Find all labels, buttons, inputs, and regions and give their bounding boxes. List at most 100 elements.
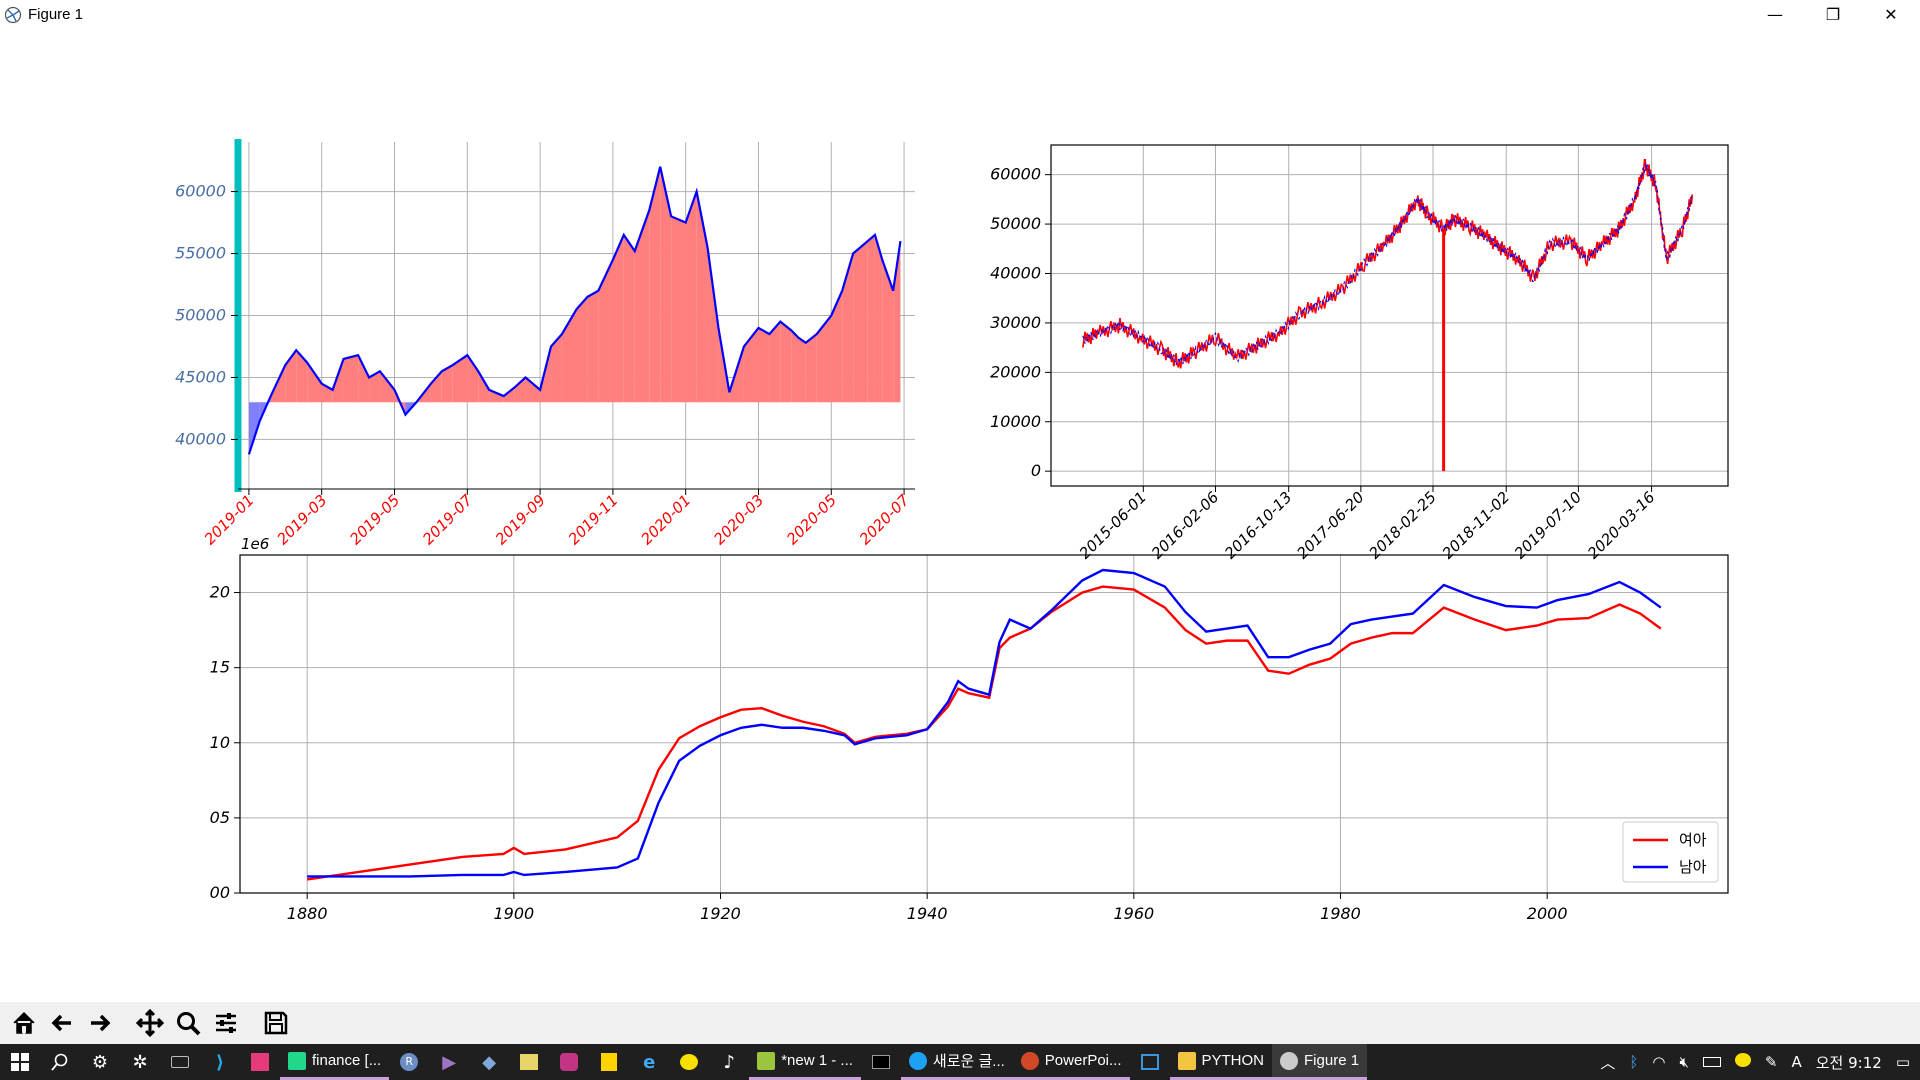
x-tick-label: 2020-05 xyxy=(783,491,840,548)
area-fill-segment xyxy=(798,337,806,403)
area-fill-segment xyxy=(587,290,599,403)
area-fill-segment xyxy=(503,387,515,403)
sticky-notes-icon[interactable] xyxy=(589,1044,629,1080)
area-fill-segment xyxy=(758,327,770,403)
area-fill-segment xyxy=(369,371,380,403)
pen-icon[interactable]: ✎ xyxy=(1764,1053,1778,1071)
y-offset-label: 1e6 xyxy=(241,535,269,553)
taskbar-app-twitter[interactable]: 새로운 글... xyxy=(900,1044,1013,1080)
close-button[interactable]: ✕ xyxy=(1884,5,1898,24)
chart-3-line: 00 05 10 15 20 1880 1900 1920 1940 1960 1980 2000 1e… xyxy=(210,535,1729,923)
window-controls: — ❐ ✕ xyxy=(1746,0,1920,29)
home-icon[interactable] xyxy=(6,1005,42,1041)
windows-start-icon[interactable] xyxy=(0,1044,40,1080)
x-tick-label: 2000 xyxy=(1527,904,1568,923)
chart-2-frame xyxy=(1050,144,1729,487)
clock[interactable]: 오전 9:12 xyxy=(1815,1053,1882,1072)
minimize-button[interactable]: — xyxy=(1767,5,1783,24)
bluetooth-icon[interactable]: ᛒ xyxy=(1629,1053,1639,1071)
area-fill-segment xyxy=(248,402,260,455)
price-line xyxy=(247,166,902,455)
configure-subplots-icon[interactable] xyxy=(208,1005,244,1041)
y-tick-label: 30000 xyxy=(990,313,1041,332)
area-fill-segment xyxy=(598,259,613,403)
taskbar-app-label: Figure 1 xyxy=(1304,1052,1360,1069)
x-tick-label: 2019-05 xyxy=(346,491,403,548)
area-fill-segment xyxy=(430,371,442,403)
taskbar-app-python-folder[interactable]: PYTHON xyxy=(1169,1044,1273,1080)
area-fill-segment xyxy=(707,247,719,403)
x-tick-label: 2019-07 xyxy=(419,491,476,548)
y-tick-label: 10 xyxy=(210,733,230,752)
area-fill-segment xyxy=(285,350,297,403)
notification-icon[interactable]: ▭ xyxy=(1895,1053,1910,1071)
area-fill-segment xyxy=(685,191,697,403)
x-tick-label: 1900 xyxy=(493,904,534,923)
area-fill-segment xyxy=(791,330,799,403)
taskbar-app-label: PYTHON xyxy=(1201,1052,1265,1069)
wifi-icon[interactable]: ◠ xyxy=(1652,1053,1666,1071)
x-tick-label: 2018-11-02 xyxy=(1439,488,1513,562)
x-tick-label: 1960 xyxy=(1113,904,1154,923)
folder-icon xyxy=(1177,1051,1196,1070)
taskbar-app-finance[interactable]: finance [... xyxy=(280,1044,390,1080)
volume-muted-icon[interactable]: 🔇︎ xyxy=(1679,1053,1689,1071)
visual-studio-icon[interactable]: ▶ xyxy=(442,1051,457,1073)
taskbar-app-figure[interactable]: Figure 1 xyxy=(1272,1044,1368,1080)
figure-canvas[interactable]: 40000 45000 50000 55000 60000 2019-01 2019-03 2… xyxy=(0,29,1920,1002)
series-line-girls xyxy=(306,585,1662,881)
window-title: Figure 1 xyxy=(28,6,84,23)
x-tick-label: 2019-07-10 xyxy=(1511,488,1585,562)
area-fill-segment xyxy=(831,290,843,403)
pan-icon[interactable] xyxy=(132,1005,168,1041)
windows-taskbar: ⚙ ✲ ⟩ finance [... R ▶ ◆ e ♪ *new 1 - ..… xyxy=(0,1044,1920,1080)
gear-icon[interactable]: ✲ xyxy=(132,1051,148,1073)
music-icon[interactable]: ♪ xyxy=(723,1051,735,1073)
area-fill-segment xyxy=(780,321,792,403)
window-app-icon[interactable] xyxy=(1130,1044,1170,1080)
jetbrains-icon[interactable] xyxy=(240,1044,280,1080)
twitter-icon xyxy=(908,1051,927,1070)
kakaotalk-tray-icon[interactable] xyxy=(1734,1053,1751,1071)
x-tick-label: 2020-03-16 xyxy=(1584,488,1658,562)
save-icon[interactable] xyxy=(258,1005,294,1041)
area-fill-segment xyxy=(816,315,832,403)
search-icon[interactable] xyxy=(40,1044,80,1080)
x-tick-label: 2019-11 xyxy=(565,491,622,548)
back-arrow-icon[interactable] xyxy=(44,1005,80,1041)
settings-gear-icon[interactable]: ⚙ xyxy=(91,1051,109,1073)
vscode-icon[interactable]: ⟩ xyxy=(215,1051,225,1073)
edge-icon[interactable]: e xyxy=(643,1051,656,1073)
area-fill-segment xyxy=(358,355,370,403)
restore-button[interactable]: ❐ xyxy=(1825,5,1841,24)
chevron-up-icon[interactable]: ︿ xyxy=(1600,1053,1616,1072)
terminal-app-icon[interactable] xyxy=(509,1044,549,1080)
y-tick-label: 0 xyxy=(1031,461,1041,480)
y-tick-label: 60000 xyxy=(175,182,226,201)
area-fill-segment xyxy=(307,362,322,403)
x-tick-label: 1880 xyxy=(287,904,328,923)
area-fill-segment xyxy=(634,210,650,403)
taskbar-app-notepad[interactable]: *new 1 - ... xyxy=(749,1044,861,1080)
cmd-icon[interactable] xyxy=(861,1044,901,1080)
ime-indicator[interactable]: A xyxy=(1791,1053,1802,1071)
camera-app-icon[interactable] xyxy=(549,1044,589,1080)
chart-3-frame xyxy=(239,554,1729,894)
tool-icon[interactable]: ◆ xyxy=(482,1051,497,1073)
area-fill-segment xyxy=(343,355,359,403)
area-fill-segment xyxy=(576,296,588,403)
r-icon[interactable]: R xyxy=(389,1044,429,1080)
keyboard-icon[interactable] xyxy=(160,1044,200,1080)
area-fill-segment xyxy=(379,371,395,403)
area-fill-segment xyxy=(489,389,504,403)
y-tick-label: 45000 xyxy=(175,367,226,386)
taskbar-app-powerpoint[interactable]: PowerPoi... xyxy=(1012,1044,1130,1080)
x-tick-label: 2016-02-06 xyxy=(1148,488,1222,562)
area-fill-segment xyxy=(478,371,490,403)
forward-arrow-icon[interactable] xyxy=(82,1005,118,1041)
battery-icon[interactable] xyxy=(1702,1053,1721,1071)
kakaotalk-icon[interactable] xyxy=(669,1044,709,1080)
chart-2-line: 0 10000 20000 30000 40000 50000 60000 2015-06-0… xyxy=(990,144,1729,562)
zoom-icon[interactable] xyxy=(170,1005,206,1041)
notepad-icon xyxy=(757,1051,776,1070)
